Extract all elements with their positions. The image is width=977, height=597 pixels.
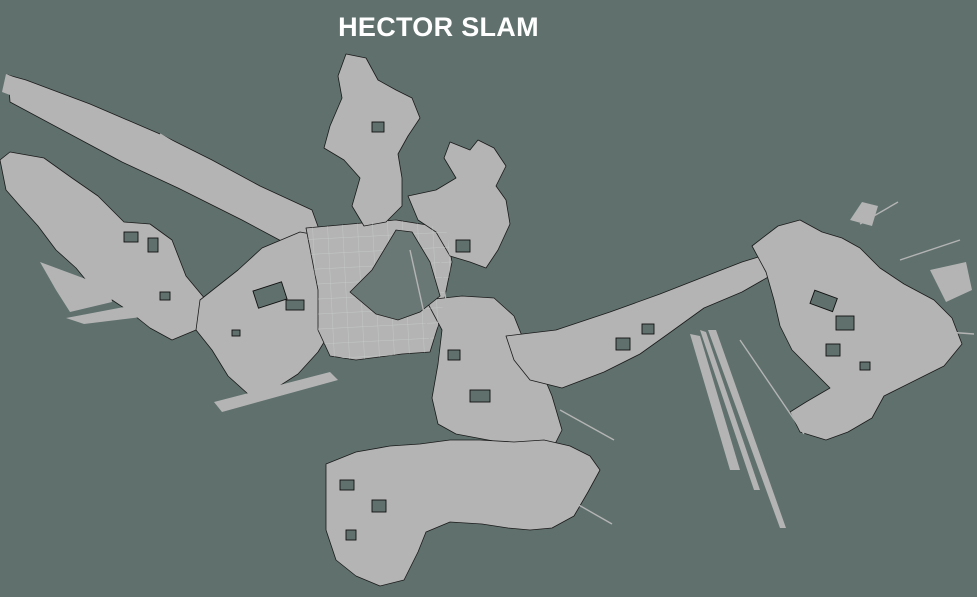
free-area-left-room-fan [40, 262, 112, 312]
obstacle [123, 231, 139, 243]
obstacle [835, 315, 855, 331]
free-area-east-wing [751, 219, 963, 441]
laser-ray [919, 329, 975, 335]
obstacle [809, 289, 838, 313]
obstacle [469, 389, 491, 403]
free-area-lower-block [325, 439, 601, 587]
laser-fan-east-right [930, 262, 972, 302]
free-area-east-corridor [505, 253, 771, 389]
laser-ray [859, 201, 899, 225]
laser-ray-down-1 [690, 334, 740, 470]
laser-ray-down-3 [700, 330, 760, 490]
obstacle [371, 499, 387, 513]
obstacle [147, 237, 159, 253]
laser-fan-east-top [850, 202, 878, 226]
occupancy-grid [0, 53, 972, 587]
free-area-left-room-ray [66, 304, 150, 324]
obstacle-clusters [123, 121, 871, 541]
obstacle [371, 121, 385, 133]
map-title: HECTOR SLAM [338, 12, 539, 42]
obstacle [345, 529, 357, 541]
laser-rays [139, 133, 975, 525]
free-area-left-lower-ray [214, 372, 338, 412]
laser-ray [409, 249, 431, 341]
laser-ray [439, 257, 451, 331]
laser-ray-down-2 [708, 330, 786, 528]
obstacle [455, 239, 471, 253]
unexplored-channel [349, 229, 441, 321]
obstacle [285, 299, 305, 311]
obstacle [859, 361, 871, 371]
obstacle [159, 291, 171, 301]
laser-ray [159, 133, 217, 169]
obstacle [641, 323, 655, 335]
obstacle [252, 281, 288, 309]
obstacle [339, 479, 355, 491]
free-area-top-center-fan [360, 62, 410, 118]
laser-ray [899, 239, 961, 261]
obstacle [447, 349, 461, 361]
obstacle [825, 343, 841, 357]
obstacle [231, 329, 241, 337]
laser-ray [139, 139, 207, 177]
laser-fan-top-left [2, 74, 30, 98]
free-area-top-center [323, 53, 421, 227]
laser-ray [569, 499, 613, 525]
laser-ray [559, 409, 615, 441]
obstacle [615, 337, 631, 351]
laser-ray [739, 339, 805, 435]
